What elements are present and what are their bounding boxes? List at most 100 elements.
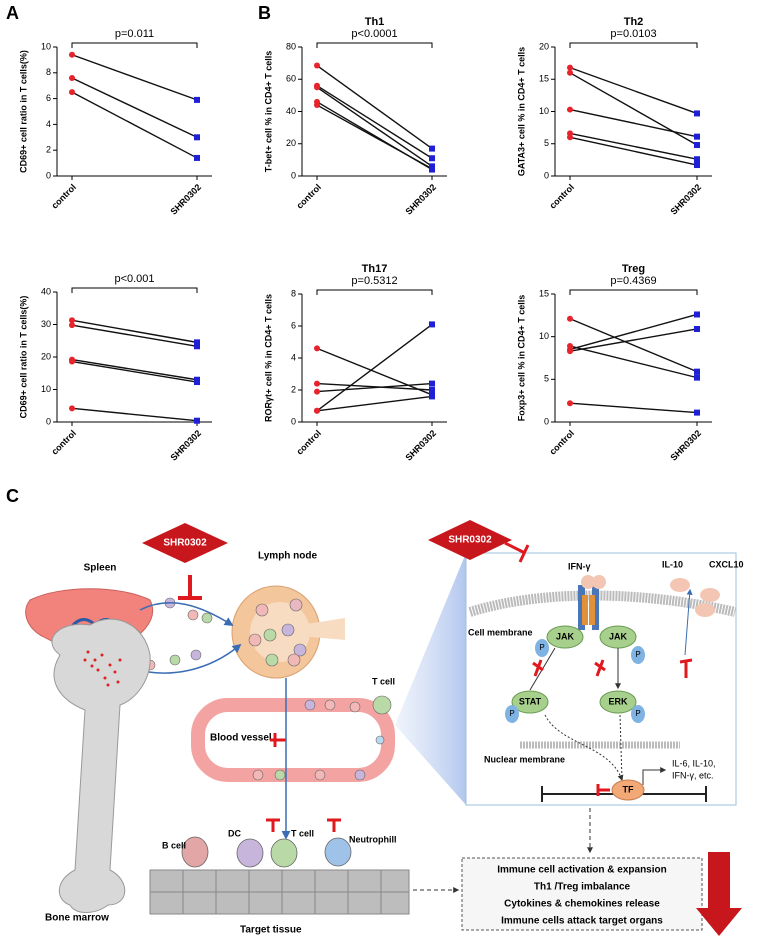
diagram-rect xyxy=(461,857,703,931)
diagram-path xyxy=(504,541,530,563)
p-value: p<0.001 xyxy=(114,273,154,285)
y-tick-label: 0 xyxy=(46,416,51,426)
point xyxy=(314,345,320,352)
diagram-circle xyxy=(304,699,316,711)
point xyxy=(694,156,700,163)
diagram-g xyxy=(149,869,410,915)
point xyxy=(314,388,320,395)
diagram-polygon xyxy=(142,523,228,563)
pair-line xyxy=(569,328,698,352)
diagram-circle xyxy=(100,653,104,657)
diagram-rect xyxy=(592,585,599,630)
point xyxy=(567,69,573,76)
pair-line xyxy=(569,136,698,166)
label: C xyxy=(6,486,19,506)
y-tick-label: 2 xyxy=(291,384,296,394)
x-tick-label: control xyxy=(547,428,576,457)
diagram-rect xyxy=(281,891,316,915)
diagram-path xyxy=(300,618,345,640)
pair-line xyxy=(316,347,433,396)
label: JAK xyxy=(609,631,628,641)
point xyxy=(694,142,700,149)
diagram-circle xyxy=(108,663,112,667)
diagram-path xyxy=(596,784,610,796)
p-value: p=0.4369 xyxy=(610,275,656,287)
diagram-rect xyxy=(215,869,250,893)
label: Target tissue xyxy=(240,925,302,936)
point xyxy=(694,374,700,381)
point xyxy=(694,162,700,169)
y-tick-label: 0 xyxy=(46,170,51,180)
diagram-circle xyxy=(118,658,122,662)
diagram-circle xyxy=(581,575,595,589)
diagram-circle xyxy=(354,769,366,781)
pair-line xyxy=(316,382,433,391)
diagram-circle xyxy=(190,649,202,661)
y-tick-label: 10 xyxy=(539,331,549,341)
pair-line xyxy=(569,72,698,146)
diagram-path xyxy=(532,659,606,677)
diagram-ellipse xyxy=(611,779,645,801)
pair-line xyxy=(71,91,198,159)
point xyxy=(429,165,435,172)
label: P xyxy=(539,643,544,652)
diagram-circle xyxy=(293,643,307,657)
y-tick-label: 5 xyxy=(544,138,549,148)
label: Nuclear membrane xyxy=(484,754,565,764)
p-value: p<0.0001 xyxy=(351,28,397,40)
label: P xyxy=(509,709,514,718)
y-tick-label: 6 xyxy=(46,93,51,103)
y-tick-label: 4 xyxy=(46,119,51,129)
pair-line xyxy=(569,345,698,379)
diagram-rect xyxy=(248,891,283,915)
point xyxy=(694,368,700,375)
y-tick-label: 0 xyxy=(544,416,549,426)
diagram-rect xyxy=(380,891,410,915)
diagram-circle xyxy=(96,668,100,672)
diagram-path xyxy=(684,588,693,656)
y-tick-label: 8 xyxy=(46,67,51,77)
y-tick-label: 20 xyxy=(41,351,51,361)
point xyxy=(314,62,320,69)
label: TF xyxy=(623,784,634,794)
pair-line xyxy=(569,318,698,373)
diagram-path xyxy=(679,658,693,678)
pair-line xyxy=(569,66,698,115)
diagram-circle xyxy=(248,633,262,647)
point xyxy=(314,380,320,387)
x-tick-label: control xyxy=(49,428,78,457)
diagram-rect xyxy=(314,891,349,915)
point xyxy=(194,134,200,141)
diagram-path xyxy=(139,602,234,626)
diagram-path xyxy=(619,714,623,781)
pair-line xyxy=(316,85,433,159)
x-tick-label: SHR0302 xyxy=(668,428,703,463)
diagram-circle xyxy=(314,769,326,781)
diagram-rect xyxy=(578,585,585,630)
point xyxy=(567,400,573,407)
x-tick-label: control xyxy=(49,182,78,211)
pair-line xyxy=(71,54,198,101)
diagram-ellipse xyxy=(631,705,645,723)
point xyxy=(69,322,75,329)
pair-line xyxy=(71,358,198,381)
pair-line xyxy=(316,104,433,170)
pair-line xyxy=(71,324,198,347)
point xyxy=(567,315,573,322)
diagram-ellipse xyxy=(505,705,519,723)
label: A xyxy=(6,3,19,23)
y-tick-label: 0 xyxy=(291,416,296,426)
point xyxy=(429,321,435,328)
point xyxy=(429,155,435,162)
y-axis-title: RORγt+ cell % in CD4+ T cells xyxy=(263,294,273,422)
diagram-rect xyxy=(149,891,184,915)
label: CXCL10 xyxy=(709,559,744,569)
diagram-polygon xyxy=(428,520,512,560)
y-tick-label: 0 xyxy=(544,170,549,180)
diagram-rect xyxy=(347,869,382,893)
label: DC xyxy=(228,828,241,838)
significance-bracket xyxy=(316,289,433,295)
y-tick-label: 40 xyxy=(286,106,296,116)
